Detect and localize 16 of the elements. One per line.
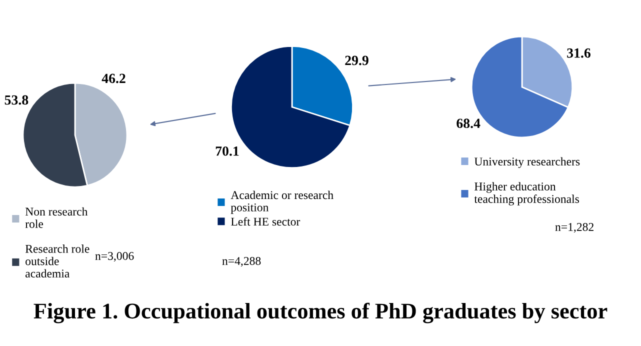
legend-label: University researchers [474,157,580,168]
text: Figure 1. Occupational outcomes of PhD graduates by sector [34,302,608,324]
legend-label: Research role outside academia [25,244,90,278]
text: n=4,288 [222,256,261,267]
legend-label: Left HE sector [231,217,300,226]
legend-label: Academic or research position [230,190,334,214]
data-label: 29.9 [345,56,368,66]
text: n=3,006 [95,252,134,262]
data-label: 70.1 [216,146,239,156]
data-label: 53.8 [4,95,28,105]
text: n=1,282 [555,222,594,233]
data-label: 46.2 [102,74,126,84]
data-label: 68.4 [456,118,480,128]
data-label: 31.6 [567,48,590,58]
legend-label: Non research role [25,207,88,228]
legend-label: Higher education teaching professionals [474,182,579,206]
